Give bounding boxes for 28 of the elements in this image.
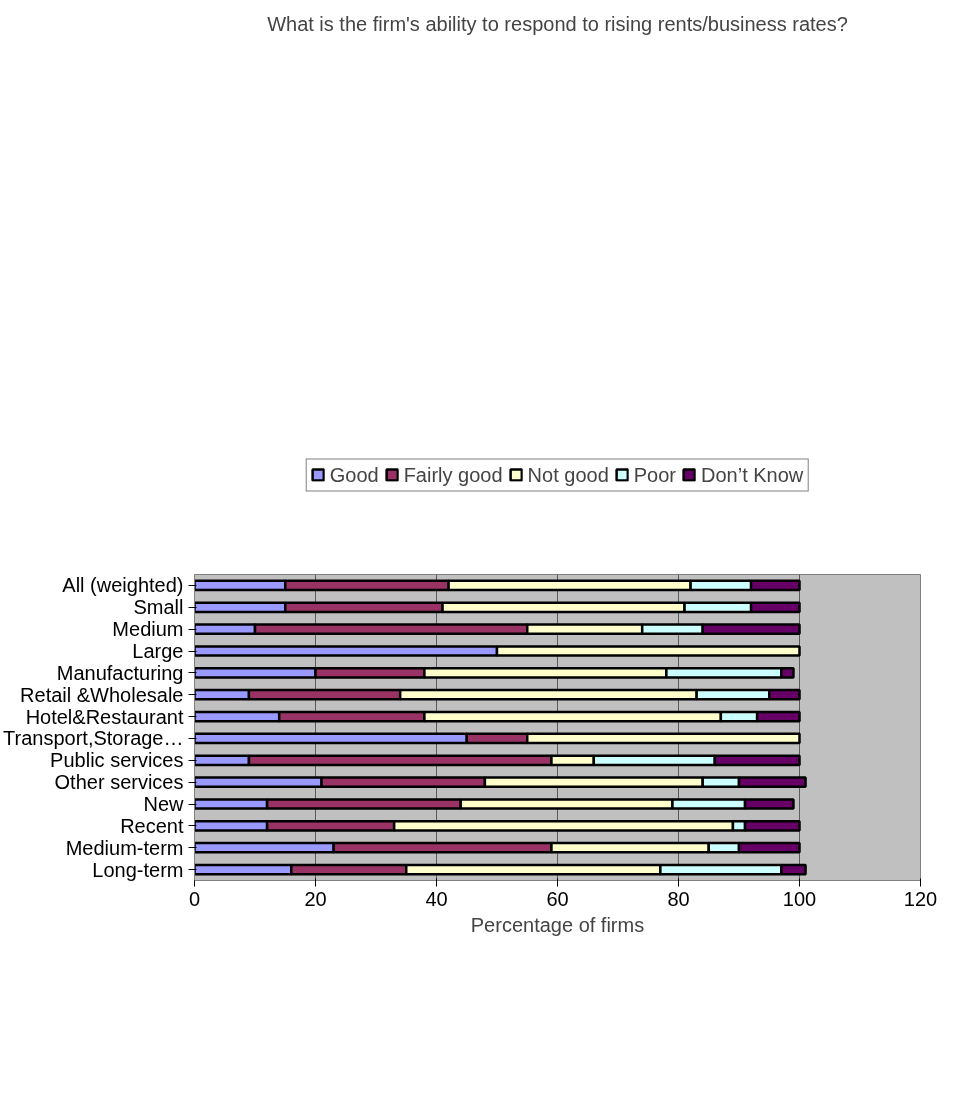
y-tick-label: Medium-term [65, 836, 184, 859]
y-tick-label: Large [132, 640, 184, 662]
y-tick-label: Manufacturing [56, 661, 184, 684]
x-tick-label: 100 [782, 887, 817, 910]
y-tick-label: Other services [54, 771, 184, 794]
y-tick-label: Long-term [92, 858, 184, 881]
legend-label: Poor [633, 463, 677, 487]
x-tick-label: 60 [546, 887, 569, 910]
x-tick-label: 120 [903, 887, 938, 910]
y-tick-label: Public services [50, 749, 184, 772]
y-tick-label: Hotel&Restaurant [25, 705, 184, 728]
legend-label: Don’t Know [701, 463, 804, 487]
y-tick-label: Recent [120, 814, 184, 837]
legend-label: Fairly good [403, 463, 503, 487]
y-tick-label: Transport,Storage… [3, 727, 184, 750]
y-tick-label: Medium [112, 618, 184, 641]
x-axis-title: Percentage of firms [470, 913, 645, 936]
legend-label: Not good [527, 463, 609, 487]
y-tick-label: All (weighted) [62, 574, 184, 597]
y-tick-label: Small [133, 596, 184, 619]
x-tick-label: 0 [188, 887, 201, 910]
legend-label: Good [329, 463, 379, 487]
x-tick-label: 40 [425, 887, 448, 910]
chart-title: What is the firm's ability to respond to rising rents/business rates? [267, 12, 848, 35]
x-tick-label: 20 [304, 887, 327, 910]
y-tick-label: New [143, 793, 185, 815]
x-tick-label: 80 [667, 887, 690, 910]
y-tick-label: Retail &Wholesale [20, 683, 184, 706]
